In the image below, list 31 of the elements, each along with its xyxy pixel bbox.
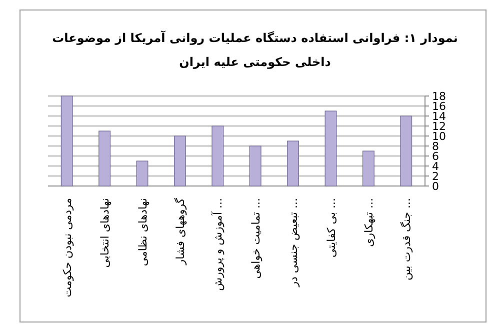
x-tick-label: نهادهای نظامی: [136, 198, 150, 266]
y-tick-label: 10: [432, 130, 446, 143]
x-tick-label: تبعیض جنسی در ...: [287, 198, 300, 288]
y-tick-label: 4: [432, 160, 439, 173]
bar: [136, 160, 148, 186]
x-tick-label: تمامیت خواهی ...: [249, 198, 262, 279]
y-tick-label: 2: [432, 170, 439, 183]
bar: [174, 136, 186, 186]
y-tick-label: 18: [432, 90, 446, 103]
x-tick-label: گروههای فشار: [174, 197, 187, 266]
y-tick-label: 12: [432, 120, 446, 133]
y-tick-label: 0: [432, 180, 439, 193]
bar: [98, 130, 111, 186]
x-tick-label: جنگ قدرت بین ...: [400, 198, 414, 280]
bar: [249, 146, 262, 186]
x-tick-label: مردمی نبودن حکومت: [60, 198, 74, 298]
bar: [60, 96, 73, 186]
y-tick-label: 14: [432, 110, 446, 123]
y-tick-label: 8: [432, 140, 439, 153]
y-tick-label: 6: [432, 150, 439, 163]
chart-title: نمودار ۱: فراوانی استفاده دستگاه عملیات روانی آمریکا از موضوعات داخلی حکومتی علیه ایران: [52, 30, 458, 69]
y-tick-label: 16: [432, 100, 446, 113]
x-tick-label: آموزش و پرورش ...: [210, 198, 225, 291]
bar: [212, 126, 224, 186]
bar: [400, 116, 412, 186]
x-tick-label: نهادهای انتخابی: [98, 198, 112, 268]
bar: [324, 110, 337, 186]
bar: [287, 140, 300, 186]
bar: [362, 150, 374, 186]
x-tick-label: تبهکاری ...: [362, 198, 376, 247]
x-tick-label: بی کفایتی ...: [324, 198, 338, 258]
